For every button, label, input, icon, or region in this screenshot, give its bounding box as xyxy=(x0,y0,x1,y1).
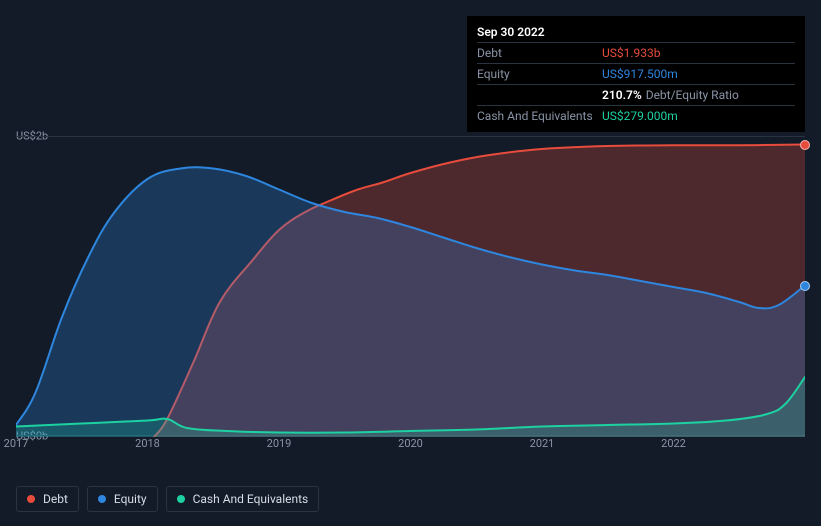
legend-item[interactable]: Cash And Equivalents xyxy=(166,486,320,512)
tooltip-row-label xyxy=(477,88,602,102)
tooltip-row: 210.7%Debt/Equity Ratio xyxy=(477,84,795,105)
x-axis-tick: 2017 xyxy=(4,437,29,450)
legend-label: Cash And Equivalents xyxy=(193,492,309,506)
x-axis-tick: 2019 xyxy=(267,437,292,450)
tooltip-row-value: US$917.500m xyxy=(602,67,795,81)
tooltip-row-value: US$279.000m xyxy=(602,109,795,123)
tooltip-row: DebtUS$1.933b xyxy=(477,42,795,63)
legend-item[interactable]: Debt xyxy=(16,486,79,512)
legend-dot-icon xyxy=(98,495,106,503)
data-tooltip: Sep 30 2022 DebtUS$1.933bEquityUS$917.50… xyxy=(467,16,805,132)
debt-equity-chart: US$0bUS$2b 201720182019202020212022 xyxy=(16,120,805,450)
x-axis-tick: 2020 xyxy=(398,437,423,450)
tooltip-row: EquityUS$917.500m xyxy=(477,63,795,84)
x-axis-tick: 2021 xyxy=(530,437,555,450)
tooltip-row-label: Debt xyxy=(477,46,602,60)
series-end-marker xyxy=(800,140,810,150)
legend-item[interactable]: Equity xyxy=(87,486,158,512)
tooltip-date: Sep 30 2022 xyxy=(477,22,795,42)
legend-dot-icon xyxy=(27,495,35,503)
tooltip-row-label: Cash And Equivalents xyxy=(477,109,602,123)
x-axis-tick: 2022 xyxy=(661,437,686,450)
legend: Debt Equity Cash And Equivalents xyxy=(16,486,319,512)
plot-area: 201720182019202020212022 xyxy=(16,136,805,436)
series-end-marker xyxy=(800,281,810,291)
tooltip-row-value: US$1.933b xyxy=(602,46,795,60)
legend-label: Equity xyxy=(114,492,147,506)
legend-label: Debt xyxy=(43,492,68,506)
x-axis: 201720182019202020212022 xyxy=(16,437,805,457)
series-svg xyxy=(16,137,805,437)
legend-dot-icon xyxy=(177,495,185,503)
tooltip-row-value: 210.7%Debt/Equity Ratio xyxy=(602,88,795,102)
tooltip-row: Cash And EquivalentsUS$279.000m xyxy=(477,105,795,126)
tooltip-row-label: Equity xyxy=(477,67,602,81)
x-axis-tick: 2018 xyxy=(135,437,160,450)
